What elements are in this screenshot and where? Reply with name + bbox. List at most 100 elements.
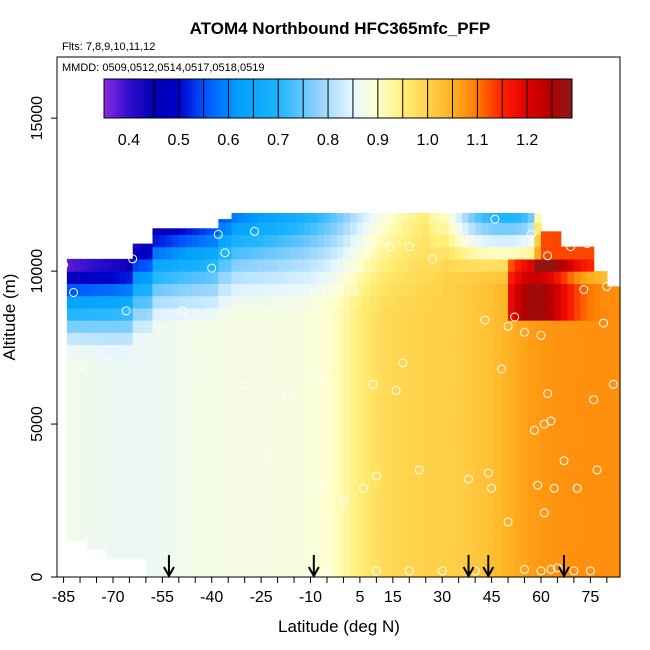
heatmap-cell <box>461 454 470 468</box>
heatmap-cell <box>527 258 535 272</box>
heatmap-cell <box>343 417 351 431</box>
heatmap-cell <box>442 479 450 492</box>
heatmap-cell <box>257 246 266 260</box>
heatmap-cell <box>448 503 456 517</box>
heatmap-cell <box>218 552 226 566</box>
heatmap-cell <box>606 430 615 444</box>
heatmap-cell <box>93 515 101 529</box>
heatmap-cell <box>448 552 456 566</box>
heatmap-cell <box>350 234 358 248</box>
heatmap-cell <box>172 320 180 333</box>
sample-point <box>572 483 582 493</box>
heatmap-cell <box>284 515 292 529</box>
heatmap-cell <box>238 528 246 541</box>
heatmap-cell <box>290 213 298 223</box>
heatmap-cell <box>527 515 535 529</box>
heatmap-cell <box>376 393 384 407</box>
heatmap-cell <box>613 528 621 541</box>
heatmap-cell <box>435 222 443 236</box>
heatmap-cell <box>540 231 549 236</box>
heatmap-cell <box>350 307 358 321</box>
heatmap-cell <box>132 430 140 444</box>
heatmap-cell <box>191 491 200 505</box>
heatmap-cell <box>415 234 424 248</box>
heatmap-cell <box>554 466 562 480</box>
heatmap-cell <box>422 442 430 456</box>
heatmap-cell <box>494 258 503 272</box>
heatmap-cell <box>218 271 226 284</box>
heatmap-cell <box>271 320 279 333</box>
heatmap-cell <box>560 271 568 284</box>
heatmap-cell <box>323 564 331 578</box>
heatmap-cell <box>297 246 305 260</box>
heatmap-cell <box>409 454 417 468</box>
heatmap-cell <box>191 405 200 419</box>
heatmap-cell <box>494 295 503 309</box>
heatmap-cell <box>185 540 193 554</box>
heatmap-cell <box>488 369 496 382</box>
heatmap-cell <box>99 405 107 419</box>
heatmap-cell <box>376 552 384 566</box>
heatmap-cell <box>290 466 298 480</box>
heatmap-cell <box>330 552 338 566</box>
heatmap-cell <box>86 356 94 370</box>
colorbar-swatch <box>203 79 208 118</box>
heatmap-cell <box>508 442 516 456</box>
heatmap-cell <box>587 295 595 309</box>
heatmap-cell <box>231 369 239 382</box>
heatmap-cell <box>284 479 292 492</box>
heatmap-cell <box>119 393 127 407</box>
heatmap-cell <box>264 466 272 480</box>
heatmap-cell <box>521 552 529 566</box>
heatmap-cell <box>251 405 259 419</box>
heatmap-cell <box>330 320 338 333</box>
heatmap-cell <box>475 307 483 321</box>
colorbar-swatch <box>110 79 114 118</box>
heatmap-cell <box>508 430 516 444</box>
heatmap-cell <box>330 503 338 517</box>
heatmap-cell <box>99 515 107 529</box>
heatmap-cell <box>435 356 443 370</box>
heatmap-cell <box>415 405 424 419</box>
heatmap-cell <box>356 491 364 505</box>
heatmap-cell <box>132 320 140 333</box>
heatmap-cell <box>126 356 134 370</box>
heatmap-cell <box>475 258 483 272</box>
colorbar-swatch <box>113 79 117 118</box>
heatmap-cell <box>613 344 621 358</box>
heatmap-cell <box>534 430 542 444</box>
heatmap-cell <box>224 271 233 284</box>
heatmap-cell <box>238 320 246 333</box>
heatmap-cell <box>593 344 601 358</box>
heatmap-cell <box>330 491 338 505</box>
heatmap-cell <box>284 356 292 370</box>
heatmap-cell <box>521 283 529 297</box>
heatmap-cell <box>112 528 121 541</box>
heatmap-cell <box>508 369 516 382</box>
heatmap-cell <box>508 405 516 419</box>
heatmap-cell <box>231 381 239 395</box>
heatmap-cell <box>264 222 272 236</box>
heatmap-cell <box>251 320 259 333</box>
heatmap-cell <box>297 381 305 395</box>
heatmap-cell <box>534 283 542 297</box>
heatmap-cell <box>468 479 476 492</box>
heatmap-cell <box>290 515 298 529</box>
heatmap-cell <box>185 295 193 309</box>
heatmap-cell <box>435 466 443 480</box>
heatmap-cell <box>488 234 496 248</box>
heatmap-cell <box>468 320 476 333</box>
heatmap-cell <box>534 344 542 358</box>
heatmap-cell <box>80 491 88 505</box>
heatmap-cell <box>86 320 94 333</box>
heatmap-cell <box>251 466 259 480</box>
heatmap-cell <box>132 258 140 272</box>
heatmap-cell <box>277 552 285 566</box>
heatmap-cell <box>139 246 147 260</box>
heatmap-cell <box>481 381 489 395</box>
heatmap-cell <box>508 540 516 554</box>
heatmap-cell <box>481 271 489 284</box>
heatmap-cell <box>99 454 107 468</box>
heatmap-cell <box>284 503 292 517</box>
sample-point <box>187 349 197 359</box>
